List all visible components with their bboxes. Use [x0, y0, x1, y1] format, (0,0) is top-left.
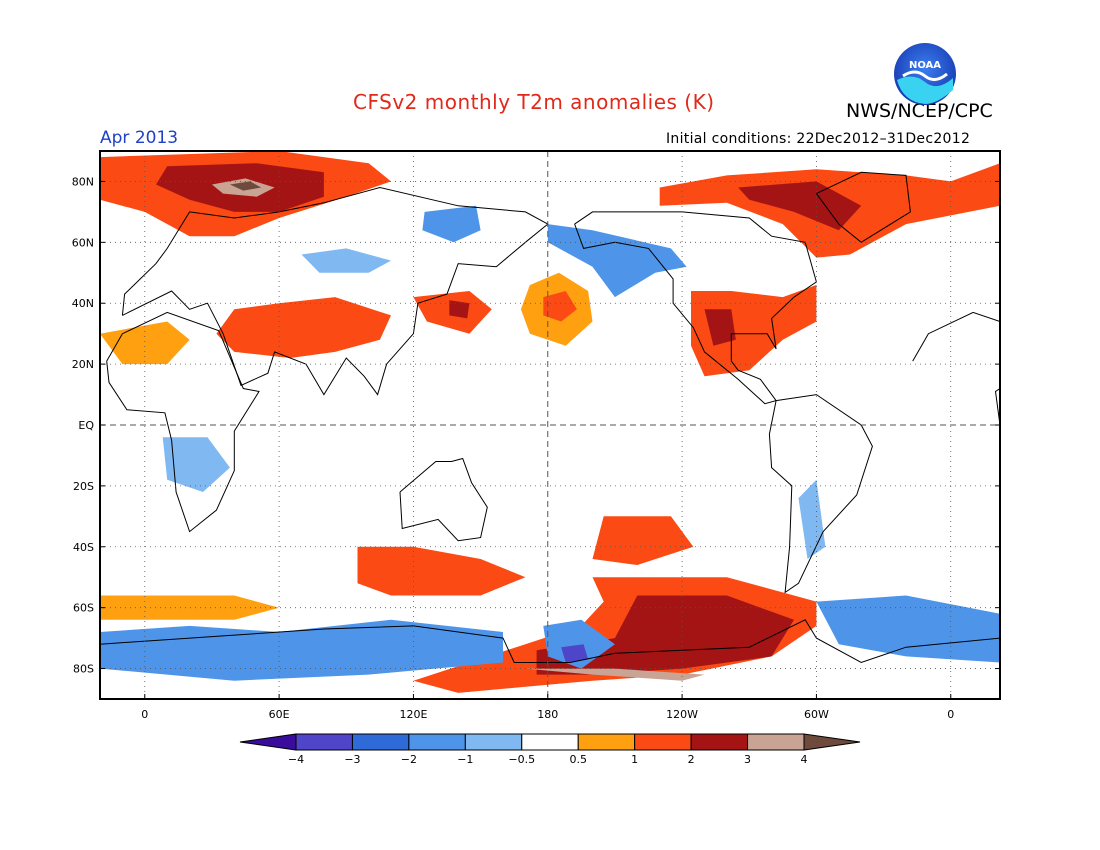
colorbar-label: 4: [801, 753, 808, 766]
colorbar-box: [295, 733, 353, 751]
anomaly-region-north-pacific-core: [543, 291, 577, 322]
anomaly-region-east-antarctic-cold: [100, 619, 503, 681]
coastline-africa: [106, 311, 260, 533]
colorbar-box: [690, 733, 749, 751]
coastline-layer: [100, 171, 1000, 664]
lon-label-120E: 120E: [399, 708, 427, 721]
anomaly-region-sahara-west: [100, 321, 190, 365]
graticule-layer: [100, 151, 1000, 699]
anomaly-region-amundsen-core: [536, 595, 794, 675]
anomaly-region-japan-core: [449, 300, 470, 319]
coastline-north-america: [574, 211, 817, 405]
lon-label-180: 180: [537, 708, 558, 721]
map-title: CFSv2 monthly T2m anomalies (K): [353, 90, 715, 114]
anomaly-region-mideast-india: [216, 297, 391, 358]
lat-label-EQ: EQ: [78, 419, 94, 432]
anomaly-fill-layer: [100, 151, 1000, 693]
coastline-africa-repeat: [912, 311, 1000, 426]
anomaly-region-bellingshausen-max: [525, 668, 705, 681]
colorbar-label: −0.5: [508, 753, 535, 766]
colorbar-label: −2: [401, 753, 417, 766]
lat-label-80N: 80N: [72, 175, 94, 188]
lat-label-40N: 40N: [72, 297, 94, 310]
anomaly-region-east-siberia-cold: [422, 205, 481, 243]
colorbar-box: [747, 733, 805, 751]
lat-label-80S: 80S: [73, 663, 94, 676]
initial-conditions-label: Initial conditions: 22Dec2012–31Dec2012: [666, 131, 971, 147]
lon-label-0: 0: [141, 708, 148, 721]
agency-label: NWS/NCEP/CPC: [846, 100, 993, 122]
lat-label-40S: 40S: [73, 541, 94, 554]
anomaly-region-south-pacific-mid: [592, 516, 694, 565]
anomaly-region-weddell-cold: [816, 595, 1000, 663]
anomaly-region-ross-cold-core: [561, 644, 589, 663]
colorbar-box: [634, 733, 692, 751]
anomaly-region-usa-south: [691, 285, 817, 377]
lon-label-60E: 60E: [269, 708, 290, 721]
lon-label-120W: 120W: [666, 708, 698, 721]
lon-label-0: 0: [947, 708, 954, 721]
noaa-logo-icon: NOAA: [894, 43, 956, 105]
colorbar-max-triangle: [803, 733, 861, 751]
anomaly-region-africa-cold: [162, 437, 230, 492]
coastline-south-america: [768, 394, 873, 594]
lat-label-60S: 60S: [73, 602, 94, 615]
colorbar-label: −3: [344, 753, 360, 766]
anomaly-region-canada-arctic-core: [738, 181, 862, 231]
coastline-greenland: [815, 171, 911, 243]
anomaly-region-barents-peak: [229, 181, 262, 191]
logo-text: NOAA: [909, 60, 941, 71]
colorbar-min-triangle: [239, 733, 297, 751]
coastline-antarctica: [100, 619, 1000, 664]
anomaly-region-central-asia-cold: [301, 248, 391, 273]
valid-month-label: Apr 2013: [100, 128, 179, 148]
anomaly-region-australia-south: [357, 546, 526, 596]
colorbar-box: [408, 733, 466, 751]
lat-label-60N: 60N: [72, 236, 94, 249]
colorbar-label: 1: [631, 753, 638, 766]
coastline-eurasia: [121, 186, 549, 396]
colorbar-label: −4: [288, 753, 304, 766]
coastline-australia: [399, 457, 488, 542]
colorbar-label: 0.5: [569, 753, 587, 766]
colorbar-box: [577, 733, 636, 751]
colorbar-label: −1: [457, 753, 473, 766]
axis-labels: 80N 60N 40N 20N EQ 20S 40S 60S 80S 0 60E 120E 180 120…: [72, 175, 1000, 721]
colorbar-label: 2: [688, 753, 695, 766]
anomaly-region-south-america-cold: [798, 479, 826, 559]
lat-label-20S: 20S: [73, 480, 94, 493]
anomaly-region-alaska-cold: [547, 224, 687, 298]
colorbar-box: [521, 733, 579, 751]
colorbar-label: 3: [744, 753, 751, 766]
colorbar-box: [351, 733, 410, 751]
colorbar: −4 −3 −2 −1 −0.5 0.5 1 2 3 4: [239, 733, 861, 766]
lon-label-60W: 60W: [804, 708, 829, 721]
colorbar-box: [464, 733, 523, 751]
anomaly-region-south-atlantic-warm: [100, 595, 280, 620]
anomaly-region-usa-south-core: [704, 309, 736, 346]
anomaly-region-antarctic-ross-cold: [543, 619, 615, 669]
lat-label-20N: 20N: [72, 358, 94, 371]
